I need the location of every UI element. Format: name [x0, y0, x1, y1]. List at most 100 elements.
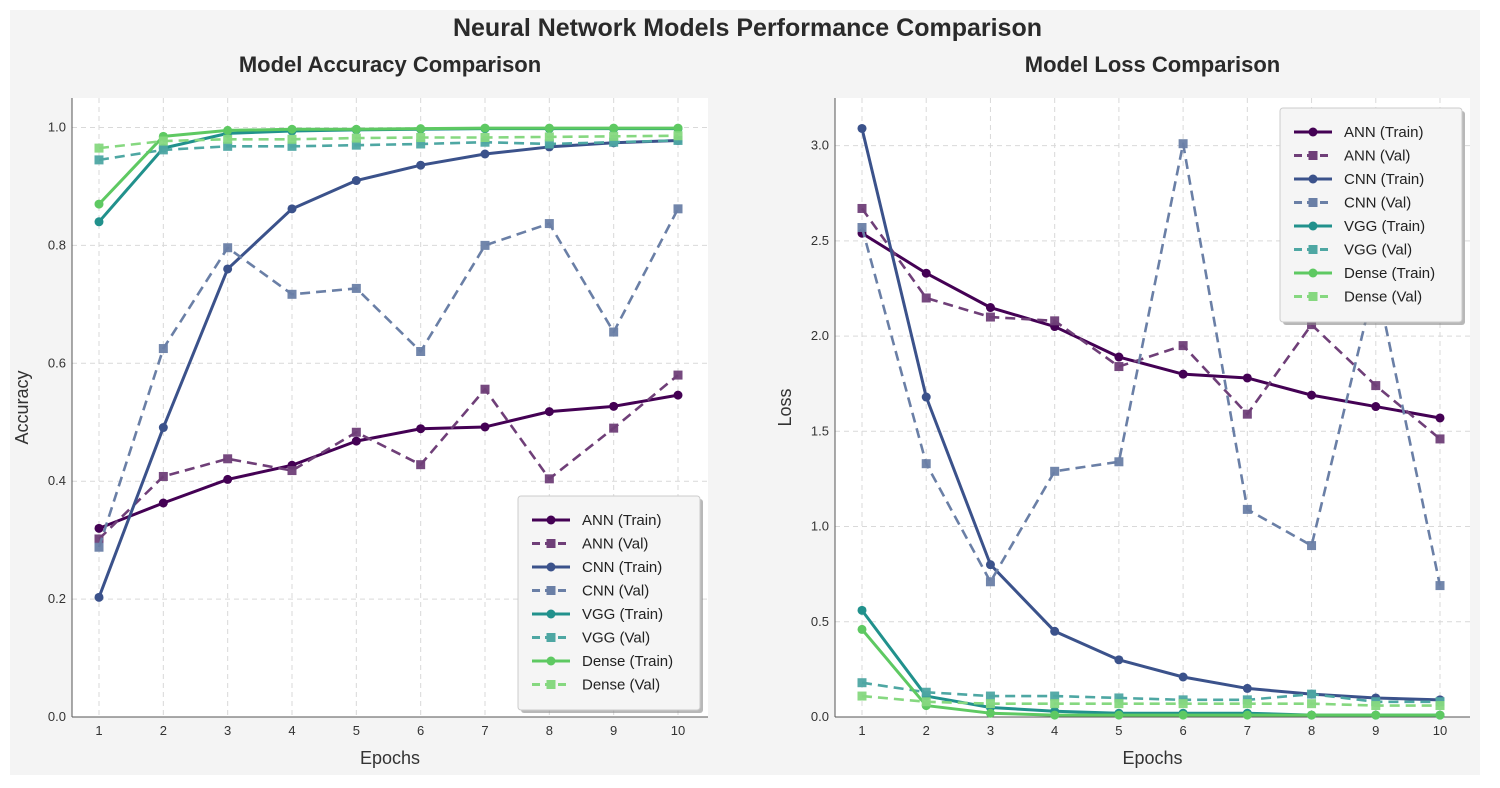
data-point	[287, 204, 297, 214]
data-point	[94, 523, 104, 533]
data-point	[351, 436, 361, 446]
data-point	[921, 697, 931, 707]
data-point	[985, 560, 995, 570]
data-point	[287, 466, 297, 476]
series-dense-val	[857, 691, 1445, 711]
legend-swatch-marker	[546, 539, 556, 548]
x-tick-label: 3	[987, 723, 994, 738]
y-tick-label: 0.4	[48, 473, 66, 488]
data-point	[1307, 710, 1317, 720]
x-axis-label: Epochs	[360, 748, 420, 768]
data-point	[1178, 672, 1188, 682]
figure-title: Neural Network Models Performance Compar…	[452, 14, 1043, 42]
data-point	[1050, 691, 1060, 701]
data-point	[1371, 710, 1381, 720]
data-point	[1435, 413, 1445, 423]
data-point	[1050, 626, 1060, 636]
y-tick-label: 1.0	[811, 519, 829, 534]
data-point	[416, 124, 426, 134]
data-point	[351, 427, 361, 437]
data-point	[1242, 373, 1252, 383]
data-point	[223, 264, 233, 274]
data-point	[351, 133, 361, 143]
legend-swatch-marker	[546, 633, 556, 642]
legend-swatch-marker	[1308, 198, 1318, 207]
data-point	[673, 370, 683, 380]
data-point	[1371, 381, 1381, 391]
data-point	[673, 135, 683, 145]
data-point	[985, 577, 995, 587]
legend-swatch-marker	[546, 515, 556, 525]
x-tick-label: 4	[288, 723, 295, 738]
chart-title: Model Loss Comparison	[1025, 52, 1280, 77]
series-line	[97, 138, 679, 598]
data-point	[544, 407, 554, 417]
legend-swatch-marker	[546, 680, 556, 689]
data-point	[480, 149, 490, 159]
data-point	[1114, 655, 1124, 665]
legend-box	[517, 495, 701, 711]
data-point	[1242, 504, 1252, 514]
x-tick-label: 5	[1115, 723, 1122, 738]
data-point	[1307, 541, 1317, 551]
data-point	[609, 131, 619, 141]
legend-swatch-marker	[546, 656, 556, 666]
data-point	[921, 392, 931, 402]
series-line	[98, 134, 679, 150]
data-point	[223, 243, 233, 253]
y-axis-label: Accuracy	[12, 370, 32, 444]
legend-label: CNN (Val)	[582, 583, 649, 600]
y-tick-label: 0.0	[48, 709, 66, 724]
data-point	[158, 471, 168, 481]
data-point	[985, 699, 995, 709]
series-line	[861, 694, 1440, 707]
data-point	[1242, 683, 1252, 693]
x-tick-label: 9	[1372, 723, 1379, 738]
y-tick-label: 1.5	[811, 423, 829, 438]
data-point	[94, 542, 104, 552]
legend-label: ANN (Val)	[582, 536, 648, 553]
legend-label: VGG (Val)	[1344, 242, 1412, 259]
chart-loss: 1 2 3 4 5 6 7 8 9 10 0.0 0.5 1.0 1.5 2.0 2.5 3.0 Model Lo…	[775, 52, 1470, 768]
data-point	[1114, 362, 1124, 372]
x-tick-label: 6	[1179, 723, 1186, 738]
data-point	[158, 498, 168, 508]
x-tick-label: 5	[353, 723, 360, 738]
data-point	[94, 534, 104, 544]
legend-label: VGG (Val)	[582, 630, 650, 647]
data-point	[158, 145, 168, 155]
data-point	[287, 289, 297, 299]
legend-label: VGG (Train)	[1344, 218, 1425, 235]
data-point	[1371, 402, 1381, 412]
data-point	[158, 423, 168, 433]
data-point	[1178, 369, 1188, 379]
data-point	[158, 136, 168, 146]
x-tick-label: 8	[1308, 723, 1315, 738]
data-point	[609, 123, 619, 133]
data-point	[223, 125, 233, 135]
legend-label: Dense (Train)	[582, 653, 673, 670]
x-tick-label: 2	[923, 723, 930, 738]
data-point	[673, 123, 683, 133]
data-point	[94, 143, 104, 153]
data-point	[94, 592, 104, 602]
x-tick-label: 3	[224, 723, 231, 738]
series-line	[97, 208, 680, 548]
data-point	[1114, 352, 1124, 362]
data-point	[351, 176, 361, 186]
data-point	[1114, 457, 1124, 467]
legend-swatch-marker	[1308, 245, 1318, 254]
legend-label: ANN (Train)	[1344, 124, 1423, 141]
legend-label: CNN (Val)	[1344, 195, 1411, 212]
data-point	[1435, 701, 1445, 711]
data-point	[985, 303, 995, 313]
data-point	[1178, 139, 1188, 149]
legend-swatch-marker	[546, 609, 556, 619]
data-point	[609, 423, 619, 433]
data-point	[416, 139, 426, 149]
data-point	[351, 124, 361, 134]
legend-label: ANN (Val)	[1344, 148, 1410, 165]
y-tick-label: 2.0	[811, 328, 829, 343]
x-tick-label: 1	[95, 723, 102, 738]
